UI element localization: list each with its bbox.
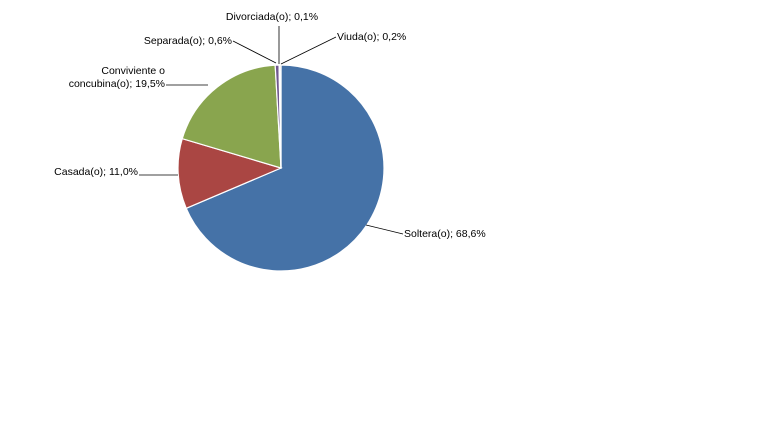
leader-line-soltera	[365, 224, 404, 235]
leader-line-viuda	[280, 36, 337, 65]
data-label-divorciada: Divorciada(o); 0,1%	[226, 11, 318, 23]
leader-lines	[139, 26, 404, 235]
data-label-soltera: Soltera(o); 68,6%	[404, 228, 486, 240]
pie-slice-conviviente	[181, 64, 282, 169]
pie-slices	[177, 64, 385, 272]
data-label-viuda: Viuda(o); 0,2%	[337, 31, 406, 43]
pie-slice-casada	[177, 137, 283, 210]
data-label-conviviente: Conviviente o concubina(o); 19,5%	[69, 65, 165, 90]
pie-slice-viuda	[279, 64, 282, 169]
leader-line-separada	[232, 40, 277, 64]
data-label-separada: Separada(o); 0,6%	[144, 35, 232, 47]
data-labels: Soltera(o); 68,6% Casada(o); 11,0% Convivi…	[54, 11, 486, 240]
data-label-casada: Casada(o); 11,0%	[54, 166, 138, 178]
pie-slice-soltera	[185, 64, 385, 272]
